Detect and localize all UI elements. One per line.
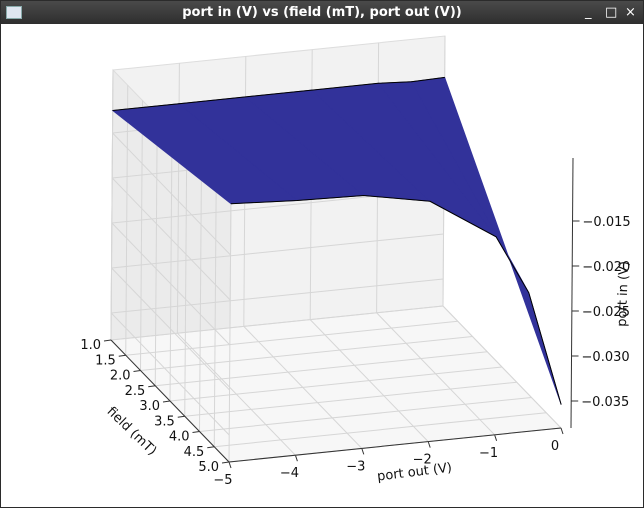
maximize-button[interactable]: □ xyxy=(605,5,618,20)
grid-line xyxy=(169,130,173,402)
tick-mark xyxy=(494,434,498,441)
chart: port out (V) field (mT) port in (V) −5 −4… xyxy=(80,35,632,488)
grid-line xyxy=(110,69,114,341)
z-tick-label: −0.025 xyxy=(582,305,630,320)
grid-line xyxy=(110,312,230,436)
tick-mark xyxy=(162,400,171,403)
surface-edge xyxy=(112,76,445,111)
z-tick-label: −0.015 xyxy=(583,215,631,230)
grid-line xyxy=(199,397,532,432)
grid-line xyxy=(184,146,188,417)
window-icon xyxy=(6,6,22,19)
tick-mark xyxy=(118,354,126,357)
z-axis-line xyxy=(570,157,574,429)
grid-line xyxy=(169,366,503,402)
grid-line xyxy=(155,351,488,387)
grid-line xyxy=(125,320,458,356)
minimize-button[interactable]: _ xyxy=(585,5,592,20)
tick-mark xyxy=(103,339,112,342)
y-tick-label: 1.0 xyxy=(80,338,101,353)
x-tick-label: −1 xyxy=(479,446,498,461)
grid-line xyxy=(214,412,547,448)
tick-mark xyxy=(221,461,230,464)
grid-line xyxy=(111,177,231,301)
tick-mark xyxy=(207,446,215,449)
tick-mark xyxy=(133,370,141,372)
window-title: port in (V) vs (field (mT), port out (V)… xyxy=(182,5,462,20)
tick-mark xyxy=(361,448,365,455)
tick-mark xyxy=(148,385,156,388)
z-tick-label: −0.035 xyxy=(581,395,629,410)
z-axis-label: port in (V) xyxy=(615,261,632,327)
x-axis-line xyxy=(228,427,562,463)
y-tick-label: 4.0 xyxy=(169,430,190,445)
tick-mark xyxy=(427,441,431,448)
z-tick-label: −0.020 xyxy=(582,260,630,275)
tick-mark xyxy=(560,427,564,435)
tick-mark xyxy=(192,431,200,433)
x-tick-label: −5 xyxy=(213,473,232,488)
tick-mark xyxy=(177,415,185,418)
surface-edge xyxy=(230,194,562,405)
grid-line xyxy=(111,278,444,314)
x-tick-label: 0 xyxy=(551,439,559,454)
y-tick-label: 1.5 xyxy=(95,353,116,368)
grid-line xyxy=(228,191,232,463)
y-axis-line xyxy=(110,339,230,463)
x-tick-label: −4 xyxy=(280,466,299,481)
grid-line xyxy=(111,233,444,269)
z-tick-label: −0.030 xyxy=(582,350,630,365)
grid-line xyxy=(125,85,129,356)
y-tick-label: 4.5 xyxy=(184,445,205,460)
x-tick-label: −3 xyxy=(346,459,365,474)
y-tick-label: 2.0 xyxy=(110,369,131,384)
grid-line xyxy=(199,161,202,432)
grid-line xyxy=(184,381,517,417)
grid-line xyxy=(140,336,473,371)
grid-line xyxy=(111,267,230,391)
grid-line xyxy=(154,115,158,386)
grid-line xyxy=(140,100,143,371)
y-tick-label: 3.0 xyxy=(139,399,160,414)
y-tick-label: 3.5 xyxy=(154,414,175,429)
x-tick-label: −2 xyxy=(413,453,432,468)
y-tick-label: 2.5 xyxy=(125,384,146,399)
tick-mark xyxy=(294,455,298,462)
grid-line xyxy=(111,222,231,346)
close-button[interactable]: × xyxy=(625,5,636,20)
grid-line xyxy=(110,305,444,341)
grid-line xyxy=(112,132,231,256)
y-tick-label: 5.0 xyxy=(198,460,219,475)
title-bar: port in (V) vs (field (mT), port out (V)… xyxy=(1,1,643,24)
grid-line xyxy=(213,176,217,447)
tick-mark xyxy=(228,461,232,469)
